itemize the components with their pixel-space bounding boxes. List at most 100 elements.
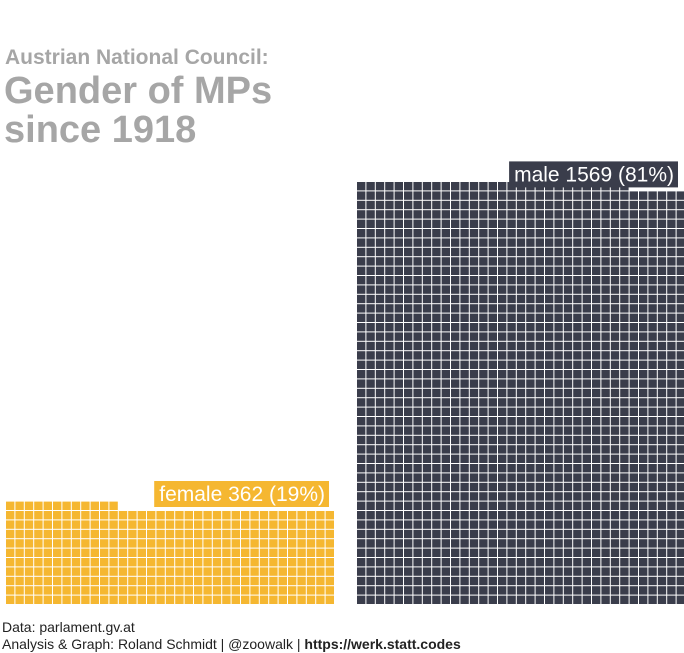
waffle-square-male <box>413 360 422 369</box>
waffle-square-male <box>451 313 460 322</box>
waffle-square-male <box>601 511 610 520</box>
waffle-square-male <box>404 341 413 351</box>
waffle-square-male <box>375 482 385 492</box>
caption-url[interactable]: https://werk.statt.codes <box>304 636 461 652</box>
waffle-square-male <box>639 586 648 595</box>
waffle-square-female <box>43 576 52 586</box>
waffle-square-male <box>488 332 497 341</box>
waffle-square-male <box>573 473 582 482</box>
waffle-square-male <box>460 539 469 548</box>
waffle-square-male <box>592 294 601 304</box>
waffle-square-male <box>545 219 554 228</box>
waffle-square-male <box>366 229 375 238</box>
waffle-square-female <box>147 529 156 539</box>
waffle-square-female <box>316 529 325 539</box>
waffle-square-female <box>100 548 109 557</box>
waffle-square-male <box>592 445 601 454</box>
waffle-square-male <box>441 435 450 445</box>
waffle-square-male <box>441 511 450 520</box>
waffle-square-male <box>385 520 394 529</box>
waffle-square-male <box>676 370 684 379</box>
waffle-square-male <box>648 492 657 501</box>
waffle-square-male <box>385 454 394 463</box>
waffle-square-male <box>601 586 610 595</box>
waffle-square-male <box>573 567 582 576</box>
waffle-square-male <box>639 595 648 604</box>
waffle-square-male <box>394 351 403 360</box>
waffle-square-male <box>413 529 422 539</box>
waffle-square-male <box>460 370 469 379</box>
waffle-square-male <box>526 473 535 482</box>
waffle-square-male <box>554 210 563 219</box>
waffle-square-female <box>278 558 287 567</box>
waffle-square-male <box>479 200 488 210</box>
waffle-square-male <box>385 229 394 238</box>
waffle-square-male <box>422 257 432 266</box>
waffle-square-male <box>545 276 554 285</box>
waffle-square-male <box>563 567 573 576</box>
waffle-square-male <box>432 520 441 529</box>
waffle-square-male <box>488 501 497 510</box>
waffle-square-female <box>109 511 118 520</box>
waffle-square-male <box>582 398 591 407</box>
waffle-square-male <box>563 407 573 416</box>
waffle-square-female <box>222 576 231 586</box>
waffle-square-female <box>53 511 62 520</box>
waffle-square-male <box>498 417 507 426</box>
waffle-square-male <box>592 332 601 341</box>
waffle-square-male <box>620 445 629 454</box>
waffle-square-male <box>573 285 582 294</box>
waffle-square-male <box>404 445 413 454</box>
waffle-square-male <box>441 191 450 200</box>
waffle-square-male <box>469 473 479 482</box>
waffle-square-female <box>71 511 81 520</box>
waffle-square-female <box>15 529 24 539</box>
waffle-square-male <box>413 511 422 520</box>
waffle-square-male <box>357 332 366 341</box>
waffle-square-female <box>165 586 175 595</box>
waffle-square-male <box>657 229 667 238</box>
waffle-square-female <box>306 576 316 586</box>
waffle-square-male <box>648 417 657 426</box>
waffle-square-male <box>375 501 385 510</box>
waffle-square-female <box>184 511 193 520</box>
waffle-square-male <box>394 567 403 576</box>
waffle-square-male <box>507 492 516 501</box>
waffle-square-male <box>554 238 563 247</box>
waffle-square-male <box>488 567 497 576</box>
waffle-square-male <box>676 323 684 332</box>
waffle-square-male <box>563 200 573 210</box>
waffle-square-male <box>385 398 394 407</box>
waffle-square-male <box>432 567 441 576</box>
waffle-square-male <box>507 388 516 398</box>
waffle-square-male <box>629 294 638 304</box>
waffle-square-male <box>667 492 676 501</box>
waffle-square-male <box>620 323 629 332</box>
waffle-square-male <box>422 539 432 548</box>
waffle-square-male <box>385 492 394 501</box>
waffle-square-male <box>507 576 516 586</box>
waffle-square-male <box>535 388 544 398</box>
waffle-square-male <box>460 200 469 210</box>
waffle-square-male <box>413 229 422 238</box>
waffle-square-male <box>648 558 657 567</box>
waffle-square-male <box>422 200 432 210</box>
waffle-square-male <box>554 294 563 304</box>
waffle-square-male <box>582 482 591 492</box>
waffle-square-female <box>241 567 250 576</box>
waffle-square-male <box>460 426 469 435</box>
waffle-square-male <box>657 398 667 407</box>
waffle-square-female <box>184 539 193 548</box>
waffle-square-male <box>601 304 610 313</box>
waffle-square-male <box>488 323 497 332</box>
waffle-square-female <box>81 548 90 557</box>
waffle-square-male <box>535 341 544 351</box>
waffle-square-male <box>526 492 535 501</box>
waffle-square-male <box>375 548 385 557</box>
waffle-square-male <box>620 482 629 492</box>
waffle-square-male <box>469 548 479 557</box>
waffle-square-female <box>100 586 109 595</box>
waffle-square-male <box>460 210 469 219</box>
waffle-square-male <box>648 351 657 360</box>
waffle-square-male <box>432 285 441 294</box>
